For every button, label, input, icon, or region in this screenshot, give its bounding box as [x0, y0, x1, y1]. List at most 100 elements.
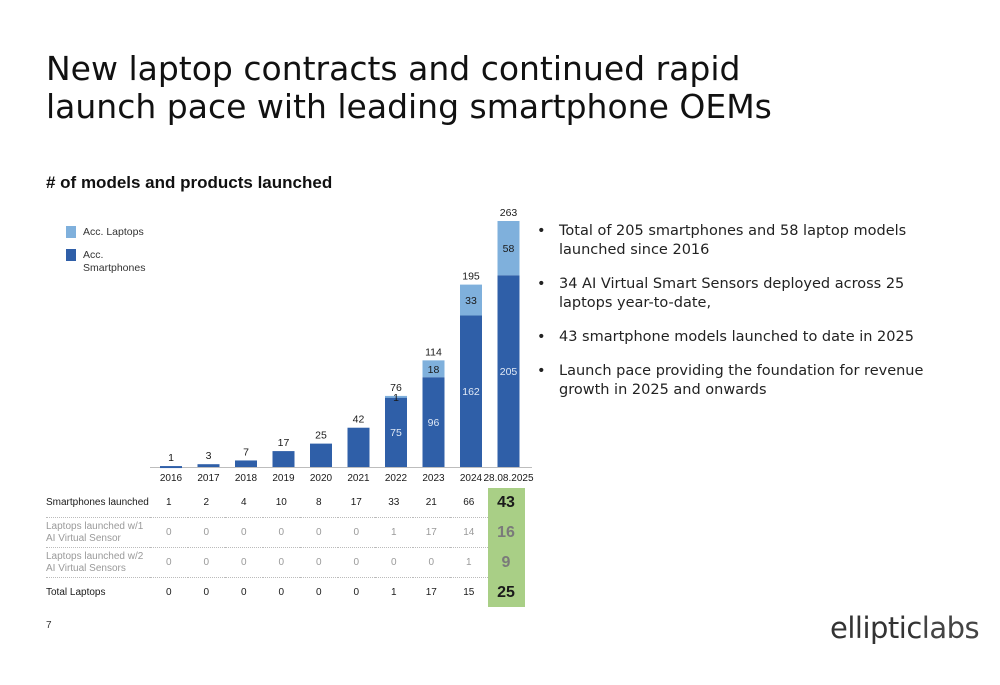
- legend-item-smartphones: Acc. Smartphones: [66, 249, 163, 275]
- table-cell: 0: [240, 587, 247, 598]
- bar-segment: [310, 443, 332, 467]
- x-tick-label: 2022: [385, 473, 408, 484]
- segment-label: 1: [393, 392, 399, 404]
- table-cell: 1: [390, 587, 397, 598]
- legend-item-laptops: Acc. Laptops: [66, 226, 163, 239]
- bar-segment: [235, 460, 257, 467]
- row-label: Laptops launched w/2 AI Virtual Sensors: [46, 547, 150, 578]
- bar-segment: [422, 360, 445, 378]
- bar-segment: [160, 466, 182, 469]
- table-cell: 15: [463, 587, 475, 598]
- total-label: 195: [462, 271, 480, 283]
- total-label: 25: [315, 430, 327, 442]
- table-cell: 0: [225, 547, 263, 578]
- bar-segment: [385, 395, 407, 398]
- x-tick-label: 2018: [235, 473, 258, 484]
- table-cell: 1: [375, 517, 413, 548]
- logo-part-1: elliptic: [830, 611, 922, 645]
- table-cell: 4: [225, 488, 263, 518]
- highlight-cell: 25: [487, 577, 525, 607]
- segment-label: 33: [465, 295, 477, 307]
- table-cell: 10: [262, 488, 300, 518]
- bar-segment: [347, 427, 370, 467]
- table-cell: 0: [337, 547, 375, 578]
- table-cell: 0: [262, 517, 300, 548]
- x-tick-label: 2021: [347, 473, 370, 484]
- bar-segment: [460, 284, 482, 316]
- table-cell: 17: [425, 587, 437, 598]
- segment-label: 75: [390, 427, 402, 439]
- x-tick-label: 28.08.2025: [483, 473, 533, 484]
- table-cell: 2: [187, 488, 225, 518]
- bar-segment: [497, 275, 520, 467]
- table-cell: 0: [262, 547, 300, 578]
- row-label: Laptops launched w/1 AI Virtual Sensor: [46, 517, 150, 548]
- total-label: 1: [168, 452, 174, 464]
- bar-segment: [497, 221, 520, 276]
- total-label: 263: [500, 207, 518, 219]
- bullet-item: Total of 205 smartphones and 58 laptop m…: [537, 222, 937, 260]
- total-label: 7: [243, 446, 249, 458]
- table-row: Smartphones launched 1 2 4 10 8 17 33 21 66 43: [46, 488, 525, 518]
- chart-subtitle: # of models and products launched: [46, 173, 333, 192]
- table-cell: 8: [300, 488, 338, 518]
- segment-label: 18: [428, 364, 440, 376]
- slide-title: New laptop contracts and continued rapid…: [46, 50, 806, 126]
- legend-label-laptops: Acc. Laptops: [83, 226, 144, 238]
- highlight-cell: 16: [487, 517, 525, 548]
- chart-legend: Acc. Laptops Acc. Smartphones: [66, 226, 163, 285]
- total-label: 17: [278, 437, 290, 449]
- segment-label: 58: [503, 243, 515, 255]
- bullet-list: Total of 205 smartphones and 58 laptop m…: [537, 222, 937, 415]
- table-row: Laptops launched w/1 AI Virtual Sensor 0 0…: [46, 517, 525, 548]
- title-line-2: launch pace with leading smartphone OEMs: [46, 87, 772, 126]
- highlight-cell: 43: [487, 488, 525, 518]
- bar-segment: [422, 377, 445, 467]
- table-cell: 66: [450, 488, 488, 518]
- segment-label: 96: [428, 417, 440, 429]
- logo-part-2: labs: [921, 611, 980, 645]
- table-cell: 0: [353, 587, 360, 598]
- total-label: 3: [206, 450, 212, 462]
- legend-label-smartphones: Acc. Smartphones: [83, 249, 146, 274]
- bar-segment: [460, 315, 482, 467]
- table-cell: 0: [278, 587, 285, 598]
- x-tick-label: 2024: [460, 473, 483, 484]
- table-cell: 0: [165, 587, 172, 598]
- x-tick-label: 2016: [160, 473, 183, 484]
- bar-segment: [272, 451, 295, 467]
- highlight-cell: 9: [487, 547, 525, 578]
- legend-swatch-smartphones: [66, 249, 76, 261]
- bar-segment: [197, 464, 220, 467]
- x-tick-label: 2019: [272, 473, 295, 484]
- title-line-1: New laptop contracts and continued rapid: [46, 49, 741, 88]
- table-cell: 0: [300, 547, 338, 578]
- table-cell: 14: [450, 517, 488, 548]
- table-cell: 17: [412, 517, 450, 548]
- table-cell: 0: [225, 517, 263, 548]
- x-tick-label: 2023: [422, 473, 445, 484]
- legend-swatch-laptops: [66, 226, 76, 238]
- row-label: Smartphones launched: [46, 488, 150, 518]
- company-logo: ellipticlabs: [830, 611, 980, 645]
- table-cell: 33: [375, 488, 413, 518]
- table-cell: 0: [375, 547, 413, 578]
- page-number: 7: [46, 620, 52, 631]
- segment-label: 205: [500, 366, 518, 378]
- x-tick-label: 2020: [310, 473, 333, 484]
- bar-segment: [385, 396, 407, 467]
- table-cell: 0: [203, 587, 210, 598]
- x-tick-label: 2017: [197, 473, 220, 484]
- bullet-item: 34 AI Virtual Smart Sensors deployed acr…: [537, 275, 937, 313]
- table-cell: 0: [150, 517, 188, 548]
- total-label: 42: [353, 414, 365, 426]
- row-label: Total Laptops: [46, 586, 106, 598]
- table-cell: 0: [337, 517, 375, 548]
- table-row: Total Laptops 0 0 0 0 0 0 1 17 15 25: [46, 577, 525, 607]
- table-cell: 21: [412, 488, 450, 518]
- table-row: Laptops launched w/2 AI Virtual Sensors 0…: [46, 547, 525, 578]
- total-label: 76: [390, 382, 402, 394]
- table-cell: 0: [315, 587, 322, 598]
- table-cell: 1: [450, 547, 488, 578]
